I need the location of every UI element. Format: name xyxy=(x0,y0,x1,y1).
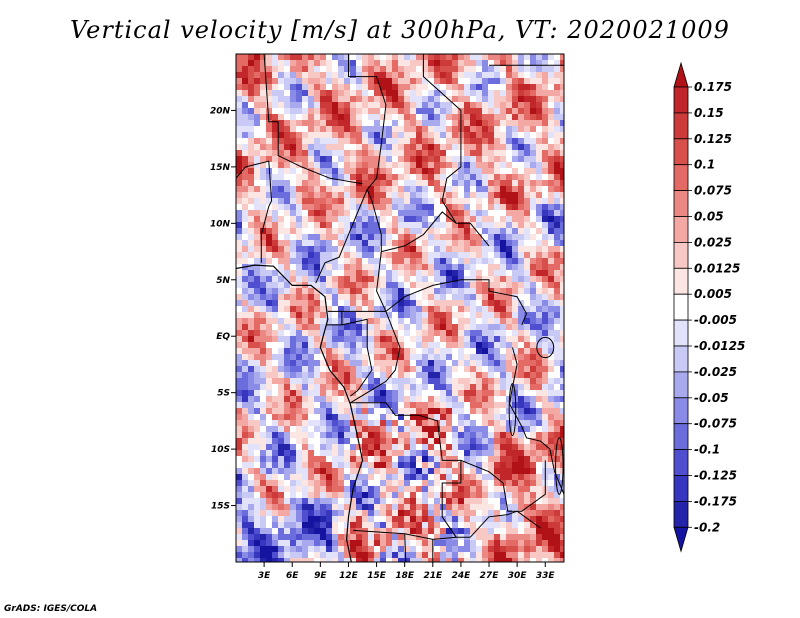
lon-tick-label: 24E xyxy=(452,571,472,581)
colorbar-swatch xyxy=(673,164,689,191)
border-line xyxy=(460,459,546,512)
colorbar-upper-arrow xyxy=(673,61,689,88)
colorbar-level-label: 0.175 xyxy=(694,80,732,94)
colorbar-level-label: 0.005 xyxy=(694,287,732,301)
colorbar-swatch xyxy=(673,449,689,476)
lat-tick-label: 5S xyxy=(217,389,230,399)
map-frame xyxy=(235,53,565,563)
colorbar-level-label: -0.025 xyxy=(694,365,737,379)
page-title: Vertical velocity [m/s] at 300hPa, VT: 2… xyxy=(70,16,730,44)
grads-credit: GrADS: IGES/COLA xyxy=(4,604,98,614)
border-line xyxy=(353,529,457,540)
colorbar-level-label: -0.2 xyxy=(694,520,720,534)
colorbar-level-label: 0.0125 xyxy=(694,261,740,275)
vertical-velocity-field xyxy=(236,54,564,562)
colorbar-level-label: 0.125 xyxy=(694,132,732,146)
colorbar-swatch xyxy=(673,216,689,243)
lon-tick-label: 15E xyxy=(367,571,387,581)
colorbar-swatch xyxy=(673,241,689,269)
colorbar-swatch xyxy=(673,319,689,347)
colorbar-level-label: 0.15 xyxy=(694,106,724,120)
colorbar-swatch xyxy=(673,500,689,528)
border-line xyxy=(381,211,457,253)
colorbar-swatch xyxy=(673,86,689,114)
colorbar-level-label: -0.005 xyxy=(694,313,737,327)
colorbar-level-label: -0.1 xyxy=(694,443,720,457)
colorbar-swatch xyxy=(673,423,689,451)
lon-tick-label: 27E xyxy=(480,571,500,581)
colorbar-level-label: 0.075 xyxy=(694,184,732,198)
lon-tick-label: 30E xyxy=(508,571,528,581)
colorbar-swatch xyxy=(673,475,689,502)
border-line xyxy=(341,318,373,397)
border-line xyxy=(404,533,407,562)
country-borders xyxy=(236,54,564,562)
colorbar-level-label: -0.175 xyxy=(694,494,737,508)
border-line xyxy=(422,54,490,247)
colorbar-level-label: -0.05 xyxy=(694,391,729,405)
border-line xyxy=(350,402,471,538)
border-line xyxy=(260,206,270,263)
colorbar-swatch xyxy=(673,267,689,295)
colorbar-level-label: -0.125 xyxy=(694,469,737,483)
border-line xyxy=(376,251,528,326)
colorbar-lower-arrow xyxy=(673,526,689,553)
lon-tick-label: 9E xyxy=(314,571,327,581)
lon-tick-label: 6E xyxy=(286,571,299,581)
colorbar-swatch xyxy=(673,371,689,399)
border-line xyxy=(315,189,368,284)
coastline xyxy=(236,264,364,562)
lon-tick-label: 18E xyxy=(395,571,415,581)
latitude-axis: 20N 15N 10N 5N EQ 5S 10S 15S xyxy=(210,106,236,512)
colorbar: 0.175 0.15 0.125 0.1 0.075 0.05 0.025 0.0125 0.0… xyxy=(673,61,745,553)
lat-tick-label: 15S xyxy=(211,502,230,512)
colorbar-swatch xyxy=(673,138,689,166)
lat-tick-label: 10N xyxy=(210,219,231,229)
colorbar-level-label: 0.025 xyxy=(694,235,732,249)
colorbar-swatch xyxy=(673,345,689,373)
border-line xyxy=(263,54,363,185)
colorbar-swatch xyxy=(673,190,689,217)
lon-tick-label: 21E xyxy=(423,571,443,581)
lat-tick-label: 20N xyxy=(210,106,231,116)
lat-tick-label: 15N xyxy=(210,163,231,173)
lake-outline xyxy=(508,383,517,437)
lat-tick-label: 5N xyxy=(216,276,230,286)
colorbar-level-label: -0.0125 xyxy=(694,339,745,353)
border-line xyxy=(350,311,401,404)
colorbar-swatch xyxy=(673,112,689,140)
border-line xyxy=(348,54,387,252)
lake-outline xyxy=(536,336,555,359)
lat-tick-label: 10S xyxy=(211,445,230,455)
lon-tick-label: 12E xyxy=(339,571,359,581)
border-line xyxy=(469,510,541,538)
lake-outline xyxy=(555,437,564,495)
colorbar-level-label: 0.1 xyxy=(694,158,715,172)
colorbar-level-label: 0.05 xyxy=(694,210,724,224)
colorbar-swatch xyxy=(673,293,689,321)
border-line xyxy=(236,160,273,207)
lon-tick-label: 33E xyxy=(536,571,556,581)
border-line xyxy=(549,448,564,517)
colorbar-swatch xyxy=(673,397,689,425)
lon-tick-label: 3E xyxy=(258,571,271,581)
longitude-axis: 3E 6E 9E 12E 15E 18E 21E 24E 27E 30E 33E xyxy=(258,562,556,581)
lat-tick-label: EQ xyxy=(216,332,230,342)
colorbar-level-label: -0.075 xyxy=(694,417,737,431)
